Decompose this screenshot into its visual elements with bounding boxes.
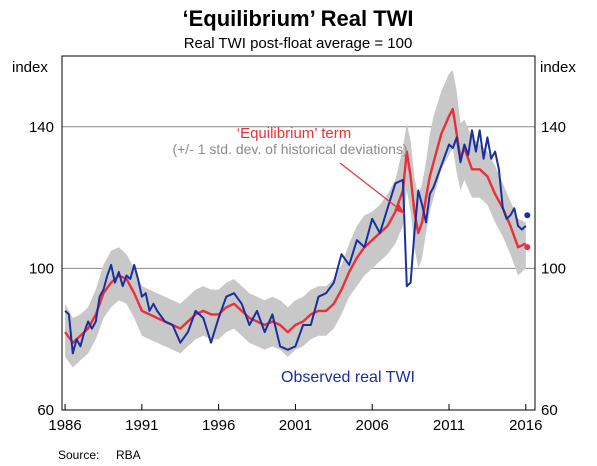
x-tick-label-2001: 2001: [279, 417, 312, 434]
x-tick-label-2011: 2011: [433, 417, 465, 434]
y-tick-label-left-60: 60: [37, 402, 54, 419]
std-dev-band-layer: [65, 70, 526, 368]
y-tick-label-right-100: 100: [541, 260, 566, 277]
chart-subtitle: Real TWI post-float average = 100: [184, 35, 413, 52]
annotation-band-note: (+/- 1 std. dev. of historical deviation…: [172, 141, 407, 157]
series-equilibrium-term-line: [64, 107, 527, 344]
y-tick-label-right-140: 140: [541, 119, 566, 136]
x-tick-label-2006: 2006: [356, 417, 389, 434]
annotation-equilibrium-term: ‘Equilibrium’ term: [237, 125, 351, 142]
y-tick-label-right-60: 60: [541, 402, 558, 419]
source-value: RBA: [116, 448, 141, 462]
y-axis-ticks: 60 60 100 100 140 140: [29, 119, 566, 419]
y-tick-label-left-100: 100: [29, 260, 54, 277]
series-observed-real-twi-line: [64, 129, 527, 355]
chart-title: ‘Equilibrium’ Real TWI: [182, 6, 413, 31]
end-marker-equilibrium: [524, 244, 531, 251]
y-tick-label-left-140: 140: [29, 119, 54, 136]
plot-frame: [61, 55, 536, 411]
annotation-arrow-line: [339, 162, 404, 213]
annotation-observed: Observed real TWI: [281, 369, 415, 386]
x-axis-ticks: 1986 1991 1996 2001 2006 2011 2016: [48, 404, 542, 434]
source-label: Source:: [58, 448, 99, 462]
y-unit-left: index: [12, 59, 48, 76]
end-marker-observed: [524, 212, 531, 219]
x-tick-label-2016: 2016: [509, 417, 542, 434]
y-unit-right: index: [540, 59, 576, 76]
annotation-arrow-head: [394, 204, 405, 214]
x-tick-label-1986: 1986: [48, 417, 81, 434]
std-dev-band: [65, 70, 526, 368]
x-tick-label-1996: 1996: [202, 417, 235, 434]
x-tick-label-1991: 1991: [125, 417, 158, 434]
series-lines-layer: [64, 107, 531, 355]
